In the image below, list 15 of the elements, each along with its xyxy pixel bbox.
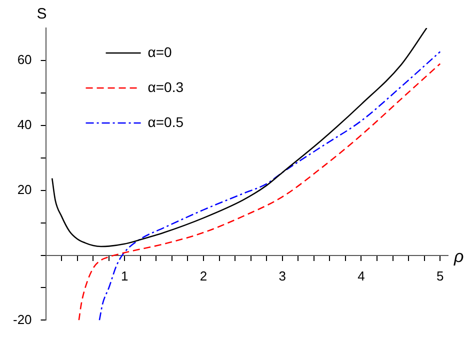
x-tick-label: 1 — [121, 268, 128, 284]
y-tick-label: 20 — [17, 182, 32, 197]
x-tick-label: 5 — [436, 268, 444, 284]
legend-label: α=0.3 — [148, 78, 184, 95]
x-tick-label: 3 — [278, 268, 286, 284]
y-tick-label: 40 — [17, 116, 32, 132]
y-axis-title: S — [36, 6, 47, 23]
x-tick-label: 2 — [200, 268, 208, 284]
line-series — [51, 28, 428, 248]
x-tick-label: 4 — [358, 268, 365, 284]
legend-label: α=0.5 — [148, 114, 184, 130]
y-tick-label: 60 — [17, 52, 32, 68]
legend-label: α=0 — [148, 44, 172, 60]
x-axis-title: ρ — [453, 247, 464, 266]
y-tick-label: -20 — [12, 312, 32, 327]
